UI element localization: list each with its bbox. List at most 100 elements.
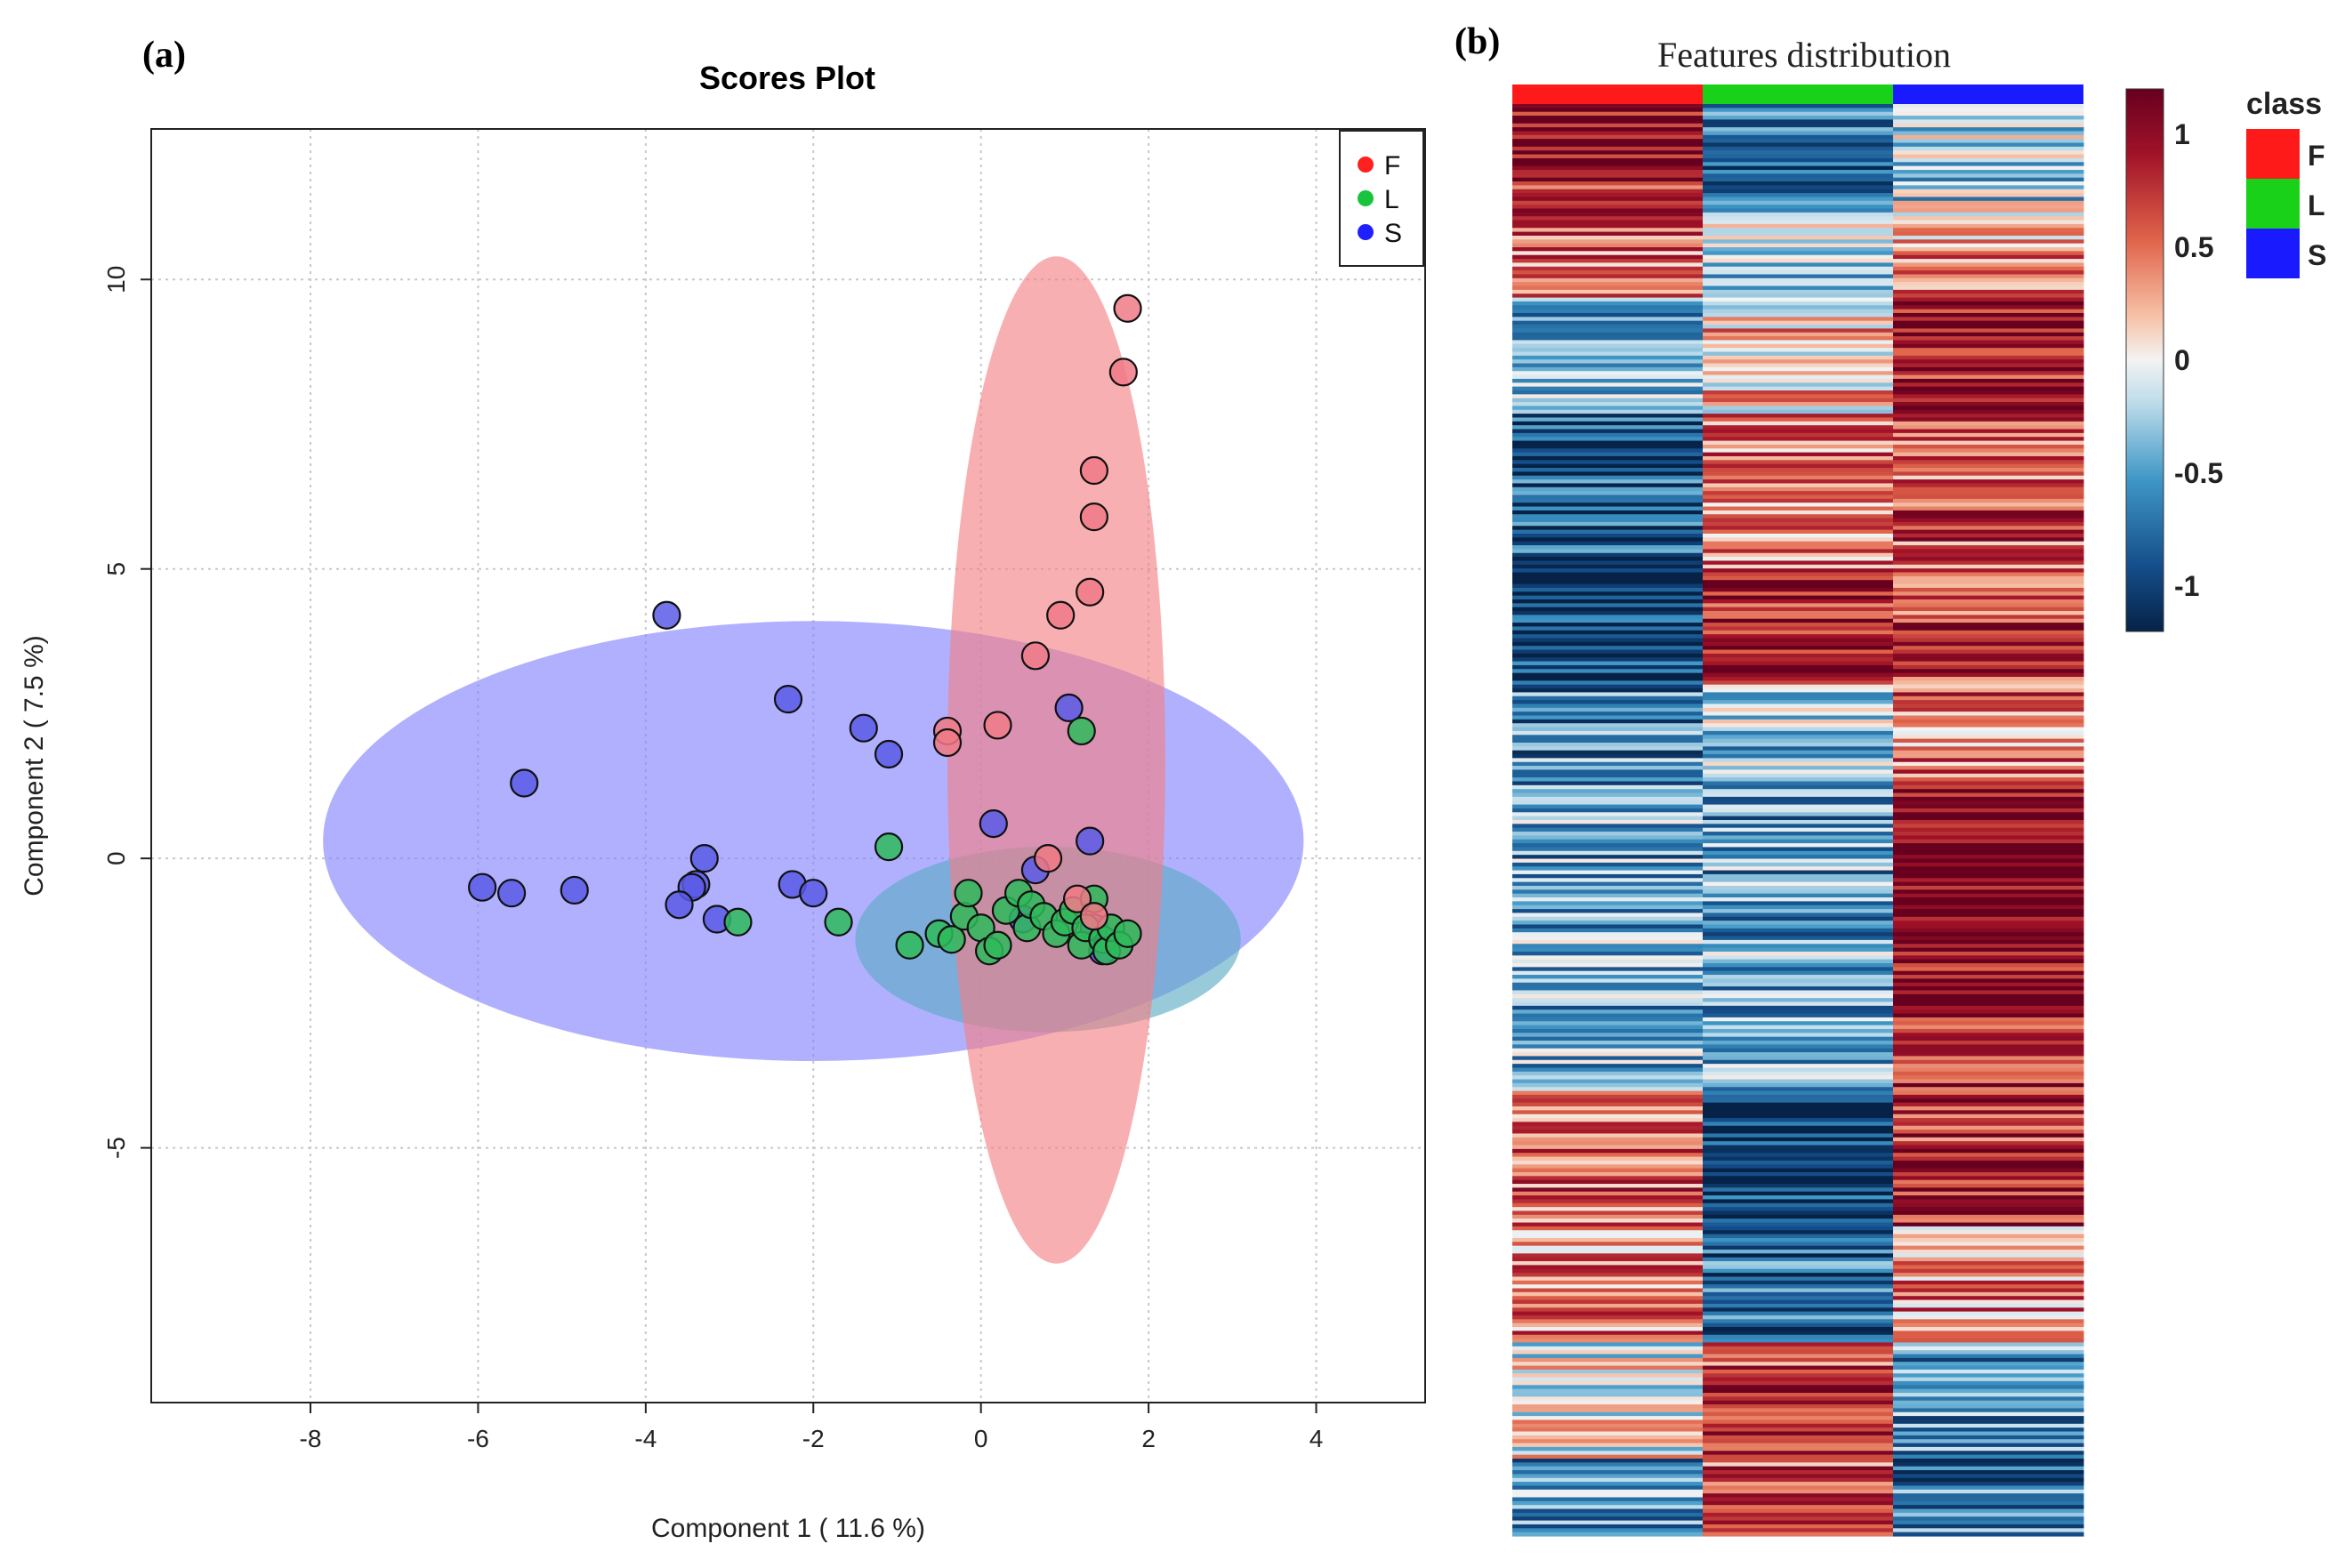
heatmap-cell [1512, 1222, 1704, 1227]
heatmap-cell [1512, 518, 1704, 523]
heatmap-cell [1512, 843, 1704, 848]
heatmap-cell [1893, 1137, 2084, 1142]
heatmap-cell [1703, 1041, 1894, 1045]
heatmap-cell [1703, 700, 1894, 705]
heatmap-cell [1893, 1462, 2084, 1467]
heatmap-cell [1703, 889, 1894, 895]
heatmap-cell [1893, 254, 2084, 260]
heatmap-cell [1893, 1393, 2084, 1397]
heatmap-cell [1512, 820, 1704, 824]
heatmap-cell [1893, 847, 2084, 852]
heatmap-cell [1703, 913, 1894, 918]
heatmap-cell [1893, 1431, 2084, 1436]
class-swatch-f [2246, 129, 2300, 179]
heatmap-cell [1893, 944, 2084, 949]
heatmap-cell [1512, 1342, 1704, 1347]
heatmap-cell [1512, 1087, 1704, 1092]
heatmap-cell [1893, 878, 2084, 883]
heatmap-cell [1512, 444, 1704, 449]
heatmap-cell [1703, 800, 1894, 806]
heatmap-cell [1512, 479, 1704, 485]
colorbar-tick-label: -0.5 [2174, 457, 2223, 489]
heatmap-cell [1703, 909, 1894, 914]
heatmap-cell [1512, 1067, 1704, 1073]
heatmap-cell [1703, 1176, 1894, 1181]
heatmap-cell [1893, 521, 2084, 527]
heatmap-cell [1512, 1369, 1704, 1374]
heatmap-cell [1512, 455, 1704, 461]
heatmap-cell [1893, 325, 2084, 329]
heatmap-cell [1512, 1064, 1704, 1069]
heatmap-cell [1893, 583, 2084, 589]
heatmap-cell [1512, 1408, 1704, 1413]
heatmap-cell [1893, 1311, 2084, 1316]
heatmap-cell [1893, 742, 2084, 747]
heatmap-cell [1703, 669, 1894, 674]
heatmap-cell [1512, 359, 1704, 365]
heatmap-cell [1893, 1110, 2084, 1115]
heatmap-cell [1703, 858, 1894, 864]
heatmap-cell [1703, 769, 1894, 775]
heatmap-cell [1512, 409, 1704, 414]
heatmap-cell [1893, 1036, 2084, 1041]
heatmap-cell [1893, 1075, 2084, 1081]
heatmap-cell [1703, 796, 1894, 801]
heatmap-cell [1703, 1009, 1894, 1015]
heatmap-cell [1893, 634, 2084, 639]
heatmap-cell [1512, 1044, 1704, 1049]
heatmap-cell [1703, 1257, 1894, 1262]
heatmap-cell [1703, 936, 1894, 941]
heatmap-cell [1893, 1497, 2084, 1502]
heatmap-cell [1893, 735, 2084, 740]
heatmap-cell [1703, 607, 1894, 612]
heatmap-cell [1893, 1067, 2084, 1073]
heatmap-cell [1512, 1528, 1704, 1533]
heatmap-cell [1893, 1315, 2084, 1320]
heatmap-cell [1893, 1130, 2084, 1135]
heatmap-cell [1512, 692, 1704, 697]
heatmap-cell [1512, 1373, 1704, 1379]
heatmap-cell [1893, 483, 2084, 488]
panel-b-label: (b) [1455, 21, 1500, 62]
heatmap-cell [1893, 1385, 2084, 1390]
heatmap-cell [1893, 921, 2084, 926]
heatmap-cell [1893, 297, 2084, 302]
heatmap-cell [1512, 1431, 1704, 1436]
heatmap-cell [1703, 394, 1894, 399]
heatmap-cell [1512, 208, 1704, 213]
heatmap-cell [1893, 618, 2084, 623]
heatmap-cell [1893, 541, 2084, 546]
heatmap-cell [1703, 1396, 1894, 1402]
heatmap-cell [1703, 615, 1894, 620]
heatmap-cell [1512, 784, 1704, 790]
heatmap-cell [1893, 239, 2084, 245]
heatmap-cell [1512, 649, 1704, 655]
heatmap-cell [1703, 1125, 1894, 1130]
heatmap-cell [1512, 1458, 1704, 1463]
x-tick-label: -2 [802, 1425, 825, 1452]
heatmap-cell [1893, 301, 2084, 306]
heatmap-cell [1703, 177, 1894, 182]
heatmap-cell [1703, 653, 1894, 658]
heatmap-cell [1703, 325, 1894, 329]
heatmap-cell [1703, 986, 1894, 992]
heatmap-cell [1703, 847, 1894, 852]
heatmap-cell [1893, 1242, 2084, 1247]
heatmap-cell [1512, 1303, 1704, 1308]
heatmap-cell [1893, 127, 2084, 133]
heatmap-cell [1512, 646, 1704, 651]
heatmap-cell [1893, 866, 2084, 872]
heatmap-cell [1893, 432, 2084, 438]
heatmap-cell [1703, 483, 1894, 488]
heatmap-cell [1703, 1350, 1894, 1355]
heatmap-cell [1893, 1102, 2084, 1107]
heatmap-cell [1703, 626, 1894, 631]
heatmap-cell [1512, 1242, 1704, 1247]
colorbar-tick-label: 1 [2174, 118, 2190, 150]
heatmap-class-bar [1512, 84, 2083, 104]
colorbar-tick-label: 0 [2174, 344, 2190, 376]
heatmap-cell [1893, 417, 2084, 422]
heatmap-cell [1512, 1094, 1704, 1099]
heatmap-cell [1512, 730, 1704, 736]
heatmap-cell [1703, 808, 1894, 813]
